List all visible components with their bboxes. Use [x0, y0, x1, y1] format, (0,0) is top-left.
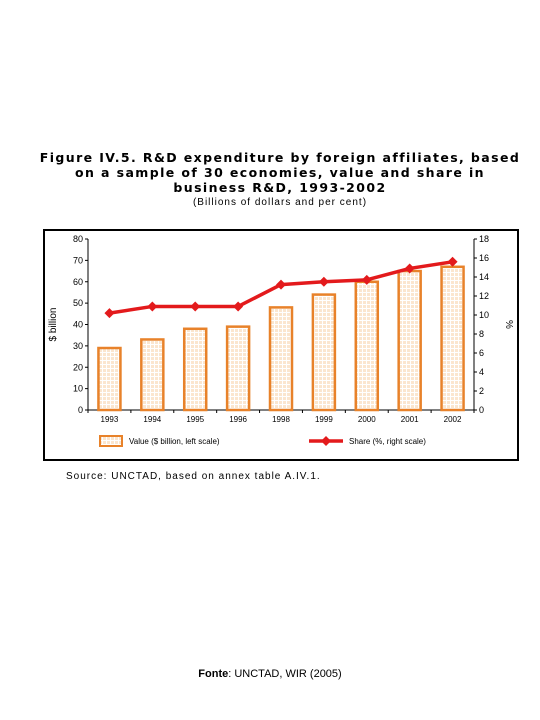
bar — [354, 280, 380, 412]
y-tick-label: 0 — [78, 405, 83, 415]
share-point — [318, 276, 329, 287]
y2-tick-label: 2 — [479, 386, 484, 396]
y-tick-label: 80 — [73, 234, 83, 244]
source-note: Source: UNCTAD, based on annex table A.I… — [66, 471, 321, 482]
share-point — [104, 308, 115, 319]
y-tick-label: 50 — [73, 298, 83, 308]
bar — [397, 269, 422, 412]
y-tick-label: 40 — [73, 320, 83, 330]
x-tick-label: 1994 — [143, 415, 161, 424]
x-tick-label: 1996 — [229, 415, 247, 424]
chart-title-line-3: business R&D, 1993-2002 — [173, 180, 387, 195]
x-tick-label: 2000 — [358, 415, 376, 424]
y2-tick-label: 4 — [479, 367, 484, 377]
bar — [97, 346, 122, 412]
bar — [311, 293, 337, 412]
bar — [268, 306, 294, 412]
fonte-text: : UNCTAD, WIR (2005) — [228, 668, 342, 680]
bar — [182, 327, 208, 412]
y2-tick-label: 10 — [479, 310, 489, 320]
y2-axis-label: % — [503, 320, 514, 329]
y-tick-label: 70 — [73, 255, 83, 265]
y2-tick-label: 12 — [479, 291, 489, 301]
x-tick-label: 2002 — [444, 415, 462, 424]
y2-tick-label: 8 — [479, 329, 484, 339]
share-point — [404, 263, 415, 274]
legend-label-value: Value ($ billion, left scale) — [129, 437, 220, 446]
share-point — [276, 279, 286, 290]
y-tick-label: 20 — [73, 362, 83, 372]
y-tick-label: 10 — [73, 384, 83, 394]
fonte-caption: Fonte: UNCTAD, WIR (2005) — [0, 668, 540, 680]
y2-tick-label: 14 — [479, 272, 489, 282]
share-point — [147, 301, 158, 312]
chart-subtitle: (Billions of dollars and per cent) — [192, 197, 368, 208]
x-tick-label: 1995 — [186, 415, 204, 424]
bar — [440, 265, 465, 412]
chart-title-line-2: on a sample of 30 economies, value and s… — [75, 165, 485, 180]
y2-tick-label: 16 — [479, 253, 489, 263]
share-point — [233, 301, 244, 312]
chart-title-line-1: Figure IV.5. R&D expenditure by foreign … — [39, 150, 521, 165]
fonte-label: Fonte — [198, 668, 229, 680]
y-axis-label: $ billion — [48, 308, 59, 342]
share-point — [361, 274, 372, 285]
share-point — [447, 256, 458, 267]
x-tick-label: 2001 — [401, 415, 419, 424]
chart-svg: 0 10 20 30 40 50 60 70 80 0 2 4 6 8 10 12 14 16 18 $ billio… — [48, 234, 514, 447]
y-tick-label: 60 — [73, 277, 83, 287]
bar — [140, 338, 165, 412]
y2-tick-label: 0 — [479, 405, 484, 415]
legend-label-share: Share (%, right scale) — [349, 437, 426, 446]
x-tick-label: 1993 — [101, 415, 119, 424]
x-tick-label: 1998 — [272, 415, 290, 424]
y2-tick-label: 18 — [479, 234, 489, 244]
share-point — [190, 301, 201, 312]
legend-marker-share — [321, 436, 331, 446]
x-tick-label: 1999 — [315, 415, 333, 424]
y2-tick-label: 6 — [479, 348, 484, 358]
bar — [225, 325, 251, 412]
chart-title: Figure IV.5. R&D expenditure by foreign … — [30, 150, 530, 195]
y-tick-label: 30 — [73, 341, 83, 351]
legend-swatch-value — [99, 435, 123, 447]
